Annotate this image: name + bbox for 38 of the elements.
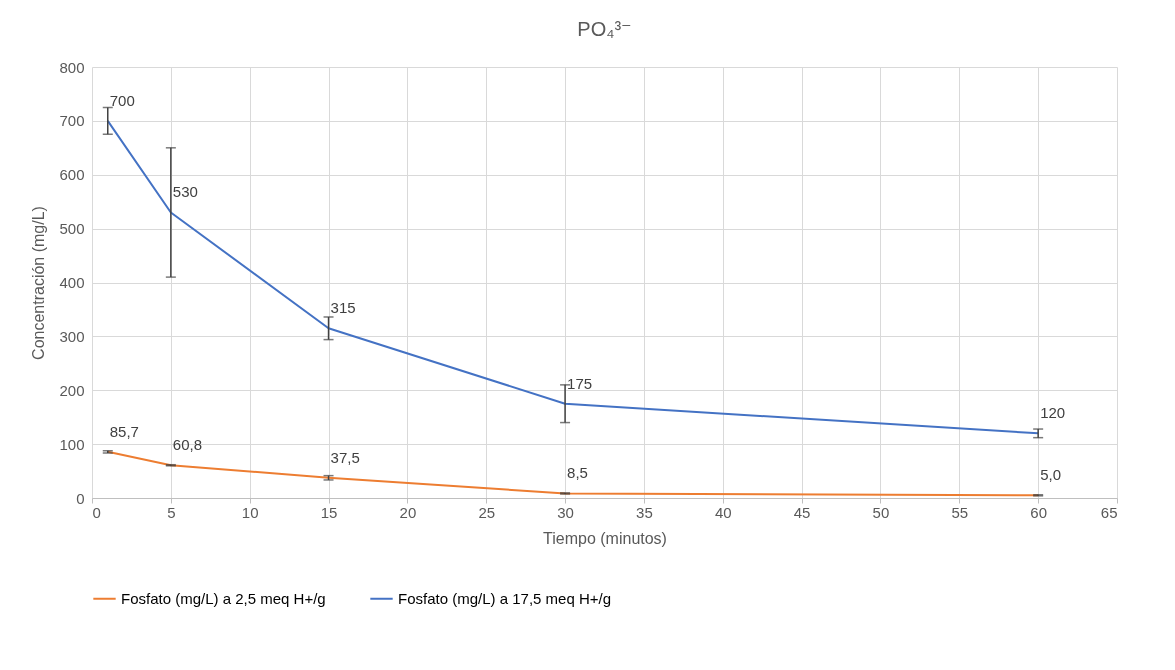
y-tick-label: 0 bbox=[76, 489, 85, 507]
x-tick-label: 20 bbox=[399, 503, 417, 521]
data-label: 530 bbox=[172, 183, 198, 201]
x-tick-label: 45 bbox=[793, 503, 811, 521]
x-tick-label: 50 bbox=[872, 503, 890, 521]
x-tick-label: 60 bbox=[1030, 503, 1047, 521]
x-tick-label: 5 bbox=[167, 503, 176, 521]
x-tick-label: 15 bbox=[320, 503, 338, 521]
x-tick-label: 25 bbox=[478, 503, 496, 521]
data-label: 5,0 bbox=[1040, 466, 1062, 484]
y-tick-label: 400 bbox=[59, 274, 85, 291]
data-label: 37,5 bbox=[330, 448, 360, 466]
y-tick-label: 800 bbox=[59, 58, 85, 76]
data-label: 8,5 bbox=[567, 464, 588, 482]
y-tick-label: 700 bbox=[59, 112, 85, 130]
y-tick-label: 100 bbox=[59, 435, 85, 453]
x-tick-label: 40 bbox=[714, 503, 732, 521]
x-axis-title: Tiempo (minutos) bbox=[543, 529, 667, 547]
data-label: 700 bbox=[109, 91, 135, 109]
legend-label: Fosfato (mg/L) a 2,5 meq H+/g bbox=[121, 589, 326, 607]
y-tick-label: 200 bbox=[59, 381, 85, 399]
y-axis-title: Concentración (mg/L) bbox=[30, 206, 48, 360]
x-tick-label: 10 bbox=[241, 503, 259, 521]
y-tick-label: 300 bbox=[59, 327, 85, 345]
data-label: 120 bbox=[1040, 404, 1066, 422]
x-tick-label: 65 bbox=[1100, 503, 1118, 521]
x-tick-label: 0 bbox=[92, 503, 101, 521]
x-tick-label: 30 bbox=[557, 503, 574, 521]
data-label: 60,8 bbox=[172, 436, 203, 454]
data-label: 175 bbox=[567, 374, 593, 392]
y-tick-label: 600 bbox=[59, 166, 85, 184]
chart-title: PO₄³⁻ bbox=[577, 18, 632, 40]
y-tick-label: 500 bbox=[59, 220, 85, 238]
legend-label: Fosfato (mg/L) a 17,5 meq H+/g bbox=[398, 589, 612, 607]
x-tick-label: 55 bbox=[951, 503, 969, 521]
x-tick-label: 35 bbox=[636, 503, 653, 521]
data-label: 85,7 bbox=[109, 422, 139, 440]
data-label: 315 bbox=[330, 299, 356, 317]
